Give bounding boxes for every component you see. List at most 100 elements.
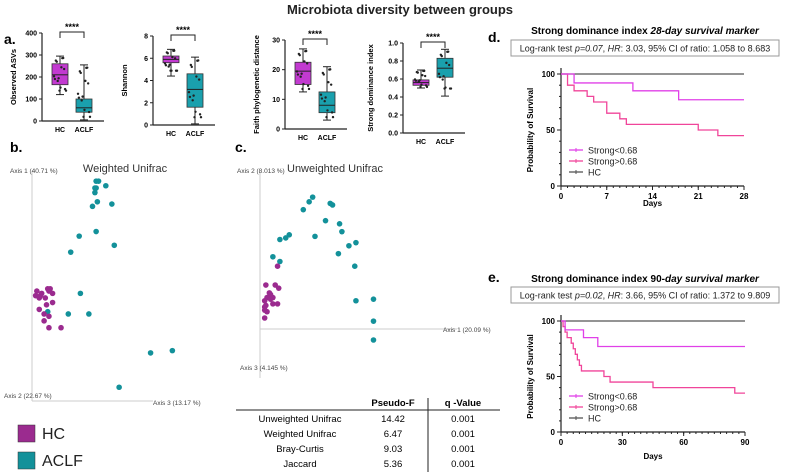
data-point bbox=[307, 87, 311, 91]
significance-bracket bbox=[420, 41, 446, 48]
point-hc bbox=[36, 306, 43, 313]
km-7: Strong dominance index 28-day survival m… bbox=[510, 26, 780, 208]
table-cell: Jaccard bbox=[283, 459, 316, 470]
point-aclf bbox=[94, 198, 101, 205]
group-legend: HC ACLF bbox=[17, 424, 83, 470]
stats-box bbox=[510, 39, 780, 57]
point-hc bbox=[46, 313, 52, 320]
data-point bbox=[164, 64, 168, 67]
point-hc bbox=[270, 301, 276, 307]
data-point bbox=[189, 63, 193, 67]
legend-swatch-hc bbox=[17, 424, 36, 443]
point-hc bbox=[42, 295, 49, 301]
data-point bbox=[53, 77, 57, 81]
point-aclf bbox=[346, 242, 352, 249]
data-point bbox=[419, 85, 422, 89]
survival-curve-0 bbox=[561, 320, 745, 348]
data-point bbox=[52, 75, 56, 78]
y-tick-label: 20 bbox=[272, 67, 280, 74]
y-tick-label: 6 bbox=[144, 56, 148, 63]
x-tick-label: 30 bbox=[618, 438, 627, 447]
data-point bbox=[299, 75, 302, 78]
data-point bbox=[87, 110, 91, 114]
table-row: Unweighted Unifrac 14.42 0.001 bbox=[259, 414, 475, 425]
legend-label: ACLF bbox=[42, 453, 83, 470]
point-aclf bbox=[353, 297, 359, 304]
point-aclf bbox=[169, 347, 176, 354]
x-tick-label: 14 bbox=[648, 192, 657, 201]
stats-p: p=0.02 bbox=[574, 291, 603, 301]
data-point bbox=[445, 61, 448, 65]
y-tick-label: 100 bbox=[25, 97, 37, 104]
data-point bbox=[326, 109, 329, 112]
data-point bbox=[447, 50, 450, 53]
point-hc bbox=[267, 296, 274, 302]
data-point bbox=[78, 70, 82, 73]
legend-label: Strong>0.68 bbox=[588, 403, 637, 413]
data-point bbox=[165, 51, 169, 54]
point-aclf bbox=[339, 228, 345, 235]
point-aclf bbox=[312, 233, 318, 240]
significance-stars: **** bbox=[176, 25, 191, 35]
stats-p: p=0.07 bbox=[574, 44, 604, 54]
data-point bbox=[56, 79, 59, 83]
data-point bbox=[187, 90, 191, 94]
y-axis-label: Probability of Survival bbox=[526, 334, 535, 418]
data-point bbox=[193, 116, 196, 119]
x-tick-label: 28 bbox=[740, 192, 749, 201]
y-axis-label: Probability of Survival bbox=[526, 88, 535, 172]
x-tick-label: HC bbox=[416, 139, 426, 146]
data-point bbox=[188, 95, 192, 99]
x-tick-label: 0 bbox=[559, 438, 564, 447]
table-cell: Unweighted Unifrac bbox=[259, 414, 342, 425]
point-hc bbox=[261, 307, 268, 313]
y-tick-label: 2 bbox=[144, 100, 148, 107]
point-aclf bbox=[92, 189, 98, 196]
boxplot-3: 0.0 0.2 0.4 0.6 0.8 1.0 Strong dominance index… bbox=[366, 32, 465, 146]
point-aclf bbox=[65, 311, 72, 317]
point-aclf bbox=[322, 217, 329, 224]
data-point bbox=[305, 49, 308, 53]
stats-hr: HR bbox=[608, 44, 621, 54]
data-point bbox=[441, 78, 444, 81]
data-point bbox=[295, 70, 299, 73]
data-point bbox=[62, 67, 66, 71]
stats-prefix: Log-rank test bbox=[520, 291, 575, 301]
data-point bbox=[168, 63, 171, 66]
x-axis-label: Days bbox=[643, 452, 663, 461]
data-point bbox=[323, 100, 326, 103]
boxplot-1: 0 2 4 6 8 Shannon HC ACLF **** bbox=[120, 25, 215, 138]
box-aclf bbox=[186, 73, 204, 108]
table-cell: Bray-Curtis bbox=[276, 444, 324, 455]
data-point bbox=[62, 56, 65, 60]
data-point bbox=[442, 75, 445, 78]
x-tick-label: ACLF bbox=[436, 139, 455, 146]
point-aclf bbox=[277, 236, 283, 243]
table-cell: 0.001 bbox=[451, 429, 475, 440]
y-tick-label: 0 bbox=[33, 119, 37, 126]
data-point bbox=[324, 96, 327, 99]
axis-label: Axis 2 (8.013 %) bbox=[237, 168, 285, 175]
point-aclf bbox=[76, 233, 82, 239]
data-point bbox=[331, 115, 335, 119]
title-plain: Strong dominance index 90- bbox=[531, 274, 665, 285]
point-aclf bbox=[300, 206, 307, 213]
table-cell: 6.47 bbox=[384, 429, 403, 440]
table-header: Pseudo-F bbox=[371, 398, 414, 409]
data-point bbox=[319, 93, 323, 96]
stats-hr: HR bbox=[608, 291, 621, 301]
data-point bbox=[191, 99, 194, 102]
point-aclf bbox=[370, 296, 377, 302]
significance-stars: **** bbox=[65, 22, 80, 32]
point-hc bbox=[263, 282, 269, 288]
data-point bbox=[414, 79, 418, 82]
table-cell: Weighted Unifrac bbox=[264, 429, 337, 440]
y-tick-label: 0 bbox=[276, 127, 280, 134]
plot-title: Weighted Unifrac bbox=[83, 163, 168, 175]
data-point bbox=[59, 86, 62, 89]
table-cell: 0.001 bbox=[451, 444, 475, 455]
pcoa-4: Weighted Unifrac Axis 1 (40.71 %) Axis 2 (… bbox=[4, 163, 201, 407]
x-tick-label: HC bbox=[166, 131, 176, 138]
table-cell: 5.36 bbox=[384, 459, 403, 470]
point-aclf bbox=[270, 253, 276, 260]
